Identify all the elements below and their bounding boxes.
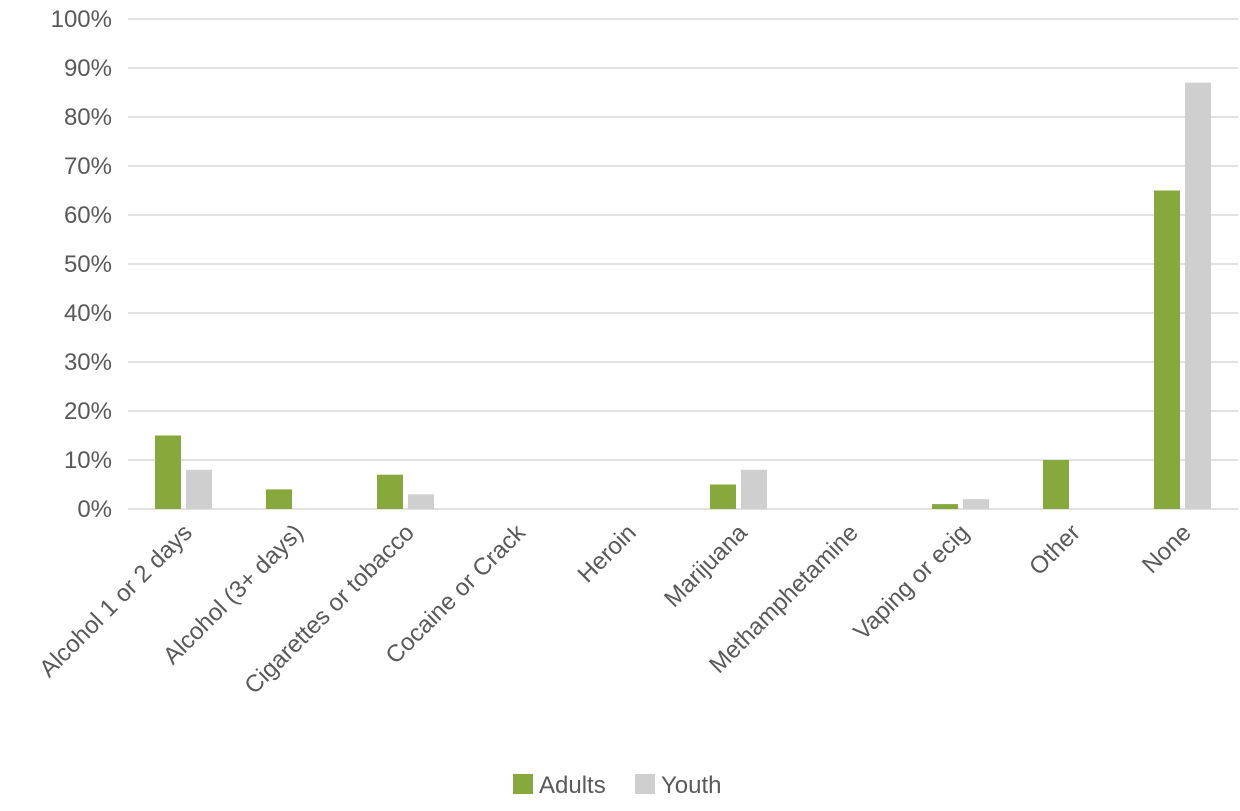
bar-youth-7 [963, 499, 989, 509]
legend-label-adults: Adults [539, 772, 606, 799]
bars [155, 82, 1211, 509]
y-tick-label: 100% [51, 6, 112, 33]
gridlines [128, 18, 1238, 510]
x-category-label: None [1137, 519, 1197, 579]
y-tick-label: 80% [64, 104, 112, 131]
bar-youth-5 [741, 469, 767, 509]
bar-youth-9 [1185, 82, 1211, 509]
x-category-label: Heroin [573, 519, 642, 588]
bar-adults-5 [710, 484, 736, 509]
bar-adults-2 [377, 474, 403, 509]
y-tick-label: 20% [64, 398, 112, 425]
y-tick-label: 70% [64, 153, 112, 180]
legend: Adults Youth [513, 772, 722, 799]
bar-adults-8 [1043, 460, 1069, 509]
bar-adults-1 [266, 489, 292, 509]
bar-adults-9 [1154, 190, 1180, 509]
y-tick-label: 30% [64, 349, 112, 376]
legend-swatch-adults [513, 774, 533, 794]
x-category-label: Vaping or ecig [848, 519, 974, 645]
y-tick-label: 60% [64, 202, 112, 229]
legend-label-youth: Youth [661, 772, 722, 799]
y-tick-label: 0% [77, 496, 112, 523]
y-tick-label: 10% [64, 447, 112, 474]
y-tick-label: 90% [64, 55, 112, 82]
bar-youth-0 [186, 469, 212, 509]
bar-adults-0 [155, 435, 181, 509]
legend-swatch-youth [635, 774, 655, 794]
y-tick-label: 50% [64, 251, 112, 278]
x-category-label: Marijuana [659, 519, 753, 613]
bar-youth-2 [408, 494, 434, 509]
x-category-label: Other [1024, 519, 1086, 581]
y-axis-tick-labels: 0% 10% 20% 30% 40% 50% 60% 70% 80% 90% 100% [51, 6, 112, 523]
y-tick-label: 40% [64, 300, 112, 327]
bar-adults-7 [932, 504, 958, 509]
